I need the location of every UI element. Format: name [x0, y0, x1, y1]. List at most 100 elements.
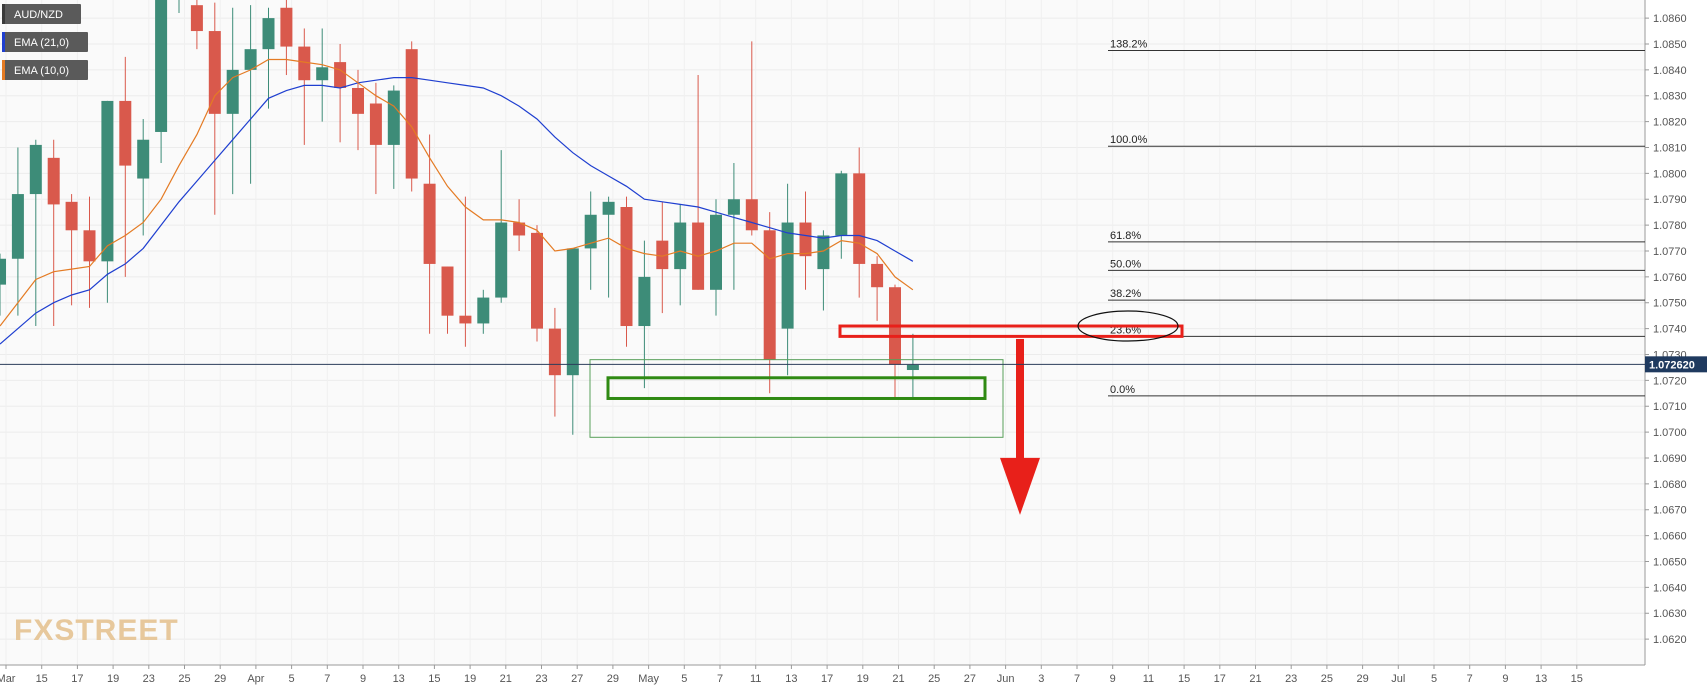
candle-body: [316, 67, 329, 81]
x-tick-label: 29: [214, 673, 226, 685]
candle-body: [781, 222, 794, 329]
candle-body: [29, 144, 42, 195]
y-tick-label: 1.0650: [1653, 556, 1687, 568]
fib-level-label: 100.0%: [1110, 134, 1148, 146]
x-tick-label: 23: [143, 673, 155, 685]
candle-body: [226, 69, 239, 114]
x-tick-label: 11: [750, 673, 761, 685]
candle-body: [262, 18, 275, 50]
candle-body: [835, 173, 848, 236]
x-tick-label: May: [638, 673, 659, 685]
candle-body: [11, 194, 24, 259]
down-arrow-head: [1000, 457, 1040, 515]
candle-body: [513, 222, 526, 236]
legend-label: AUD/NZD: [14, 9, 63, 21]
ema10-line: [0, 58, 914, 327]
x-tick-label: 21: [500, 673, 512, 685]
x-tick-label: 13: [393, 673, 405, 685]
legend-box: [2, 60, 88, 80]
x-tick-label: 25: [928, 673, 940, 685]
x-tick-label: 21: [1249, 673, 1261, 685]
fib-level-label: 50.0%: [1110, 258, 1141, 270]
candle-body: [548, 328, 561, 376]
candle-body: [638, 276, 651, 327]
y-tick-label: 1.0770: [1653, 246, 1687, 258]
y-tick-label: 1.0790: [1653, 194, 1687, 206]
x-tick-label: Apr: [247, 673, 264, 685]
x-tick-label: 9: [1110, 673, 1116, 685]
legend-item[interactable]: EMA (10,0): [2, 60, 88, 80]
x-tick-label: 7: [1074, 673, 1080, 685]
candle-body: [334, 62, 347, 88]
x-tick-label: Mar: [0, 673, 16, 685]
x-tick-label: 7: [717, 673, 723, 685]
x-tick-label: 23: [1285, 673, 1297, 685]
x-tick-label: 13: [785, 673, 797, 685]
candle-body: [584, 214, 597, 249]
x-tick-label: 19: [107, 673, 119, 685]
x-tick-label: 7: [324, 673, 330, 685]
support-zone-inner: [606, 376, 987, 400]
fib-level-label: 0.0%: [1110, 384, 1135, 396]
current-price-tag: [1645, 356, 1707, 373]
x-tick-label: 23: [535, 673, 547, 685]
x-tick-label: 11: [1143, 673, 1154, 685]
candle-body: [47, 157, 60, 205]
legend-item[interactable]: AUD/NZD: [2, 4, 81, 24]
x-tick-label: 29: [1356, 673, 1368, 685]
y-tick-label: 1.0750: [1653, 298, 1687, 310]
candle-body: [155, 0, 168, 132]
x-tick-label: 5: [681, 673, 687, 685]
legend-box: [2, 32, 88, 52]
x-tick-label: 29: [607, 673, 619, 685]
x-tick-label: 15: [36, 673, 48, 685]
y-tick-label: 1.0690: [1653, 453, 1687, 465]
candle-body: [656, 240, 669, 270]
x-tick-label: 7: [1467, 673, 1473, 685]
candle-body: [101, 100, 114, 262]
fib-level-label: 138.2%: [1110, 38, 1148, 50]
fib-level-label: 38.2%: [1110, 288, 1141, 300]
x-tick-label: Jun: [997, 673, 1015, 685]
candle-body: [190, 5, 203, 32]
candle-body: [745, 199, 758, 231]
x-tick-label: 19: [857, 673, 869, 685]
candle-body: [405, 49, 418, 179]
legend-item[interactable]: EMA (21,0): [2, 32, 88, 52]
candle-body: [423, 183, 436, 264]
x-tick-label: 9: [360, 673, 366, 685]
x-tick-label: 15: [1178, 673, 1190, 685]
candle-body: [710, 214, 722, 290]
y-tick-label: 1.0640: [1653, 582, 1687, 594]
y-tick-label: 1.0860: [1653, 13, 1687, 25]
fib-level-label: 61.8%: [1110, 230, 1141, 242]
fib-highlight-ellipse: [1077, 310, 1179, 342]
y-tick-label: 1.0780: [1653, 220, 1687, 232]
legend-label: EMA (21,0): [14, 37, 69, 49]
x-tick-label: 13: [1535, 673, 1547, 685]
current-price-label: 1.072620: [1649, 359, 1695, 371]
candle-body: [65, 201, 78, 231]
y-tick-label: 1.0830: [1653, 91, 1687, 103]
candle-body: [763, 230, 776, 360]
y-tick-label: 1.0630: [1653, 608, 1687, 620]
watermark-logo: FXSTREET: [14, 614, 179, 647]
candle-body: [244, 49, 257, 70]
y-tick-label: 1.0760: [1653, 272, 1687, 284]
y-tick-label: 1.0800: [1653, 168, 1687, 180]
x-tick-label: 17: [1214, 673, 1226, 685]
candle-body: [674, 222, 687, 270]
y-tick-label: 1.0700: [1653, 427, 1687, 439]
candle-body: [280, 7, 293, 47]
x-tick-label: Jul: [1391, 673, 1405, 685]
candle-body: [817, 235, 830, 270]
candle-body: [620, 207, 633, 327]
x-tick-label: 27: [964, 673, 976, 685]
y-tick-label: 1.0710: [1653, 401, 1687, 413]
x-tick-label: 25: [1321, 673, 1333, 685]
x-tick-label: 21: [892, 673, 904, 685]
x-tick-label: 5: [289, 673, 295, 685]
candle-body: [602, 201, 615, 215]
